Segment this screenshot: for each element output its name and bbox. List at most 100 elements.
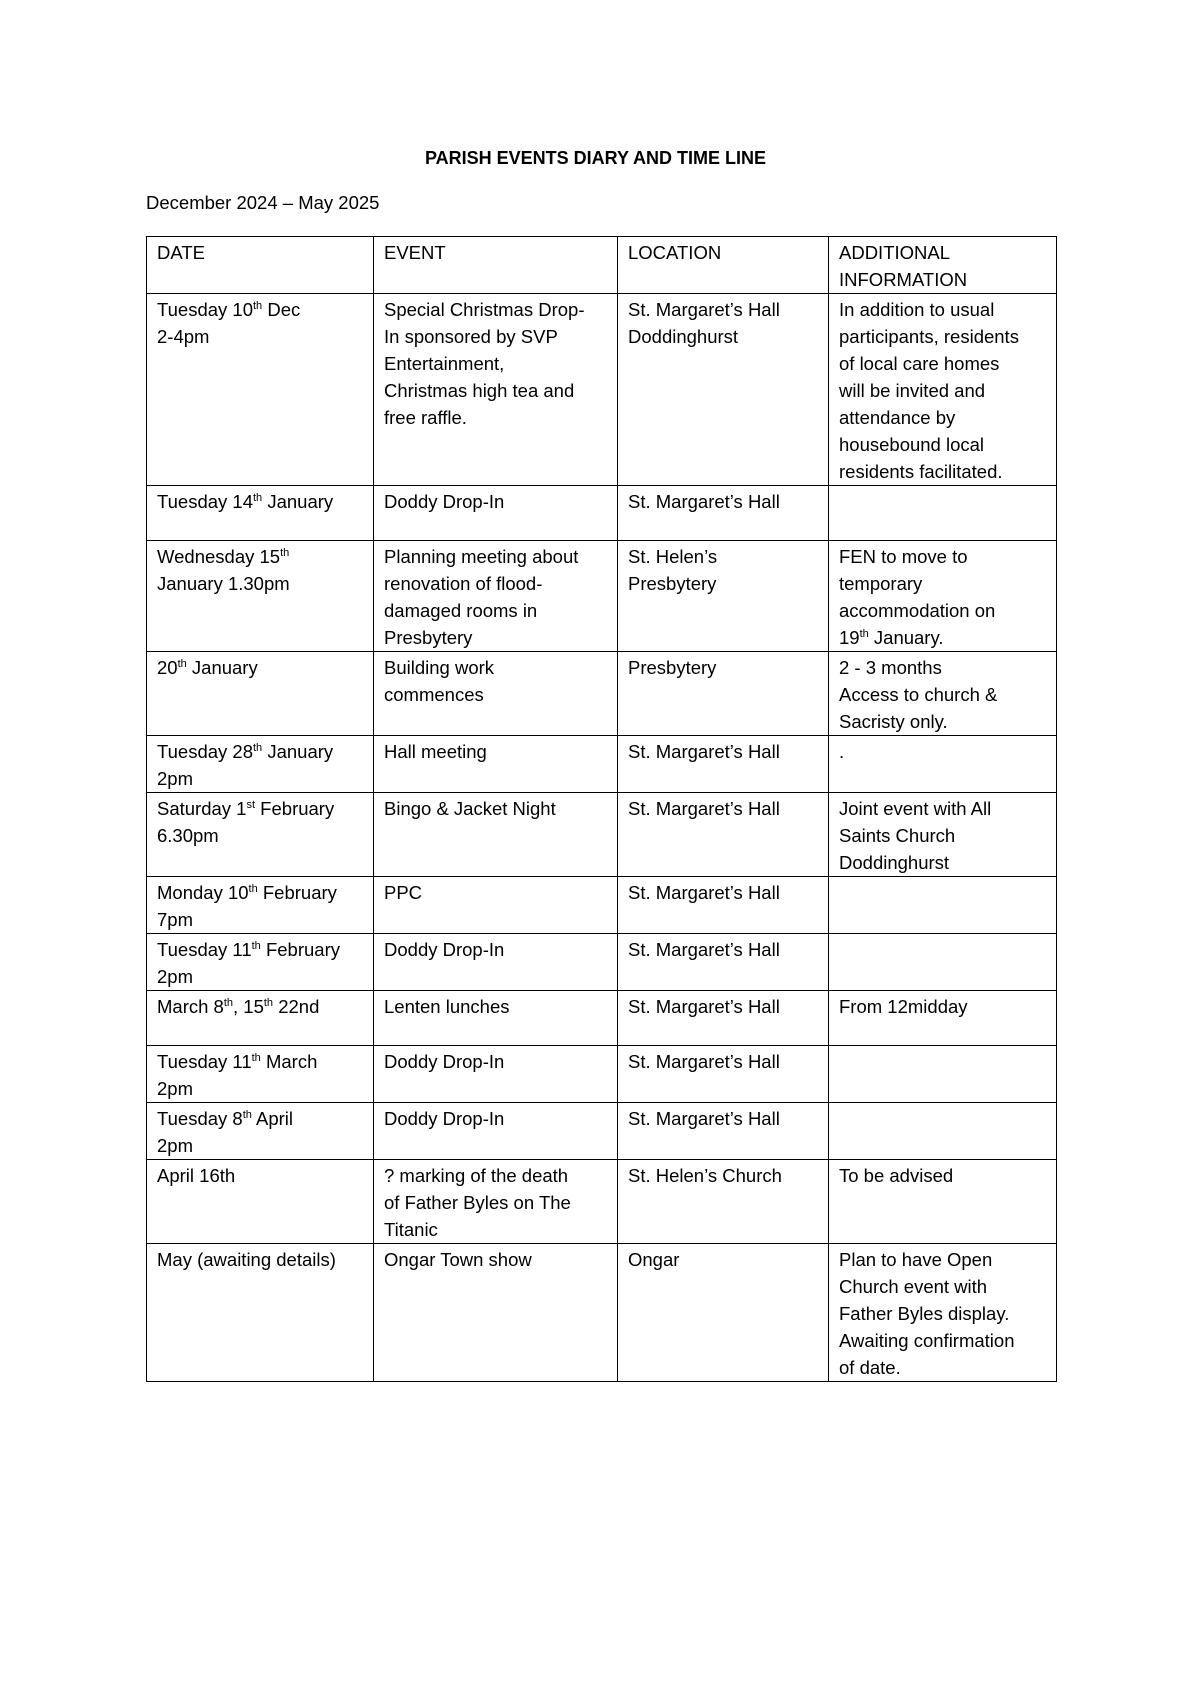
cell-line: 2pm bbox=[157, 963, 363, 990]
cell-event: Doddy Drop-In bbox=[373, 1045, 618, 1103]
ordinal-suffix: th bbox=[242, 1109, 252, 1121]
cell-line: INFORMATION bbox=[839, 266, 1046, 293]
cell-text: March 8 bbox=[157, 996, 224, 1017]
cell-line: commences bbox=[384, 681, 607, 708]
cell-additional-info: 2 - 3 months Access to church & Sacristy o… bbox=[828, 651, 1057, 736]
cell-date: March 8th, 15th 22nd bbox=[146, 990, 374, 1046]
cell-date: Tuesday 8th April 2pm bbox=[146, 1102, 374, 1160]
cell-date: Tuesday 28th January 2pm bbox=[146, 735, 374, 793]
cell-line: ADDITIONAL bbox=[839, 239, 1046, 266]
cell-line: St. Margaret’s Hall bbox=[628, 488, 818, 515]
cell-line: St. Helen’s bbox=[628, 543, 818, 570]
cell-line: 2 - 3 months bbox=[839, 654, 1046, 681]
cell-line: From 12midday bbox=[839, 993, 1046, 1020]
cell-text: Doddy Drop-In bbox=[384, 1051, 505, 1072]
cell-date: 20th January bbox=[146, 651, 374, 736]
cell-line: Access to church & bbox=[839, 681, 1046, 708]
cell-line: Joint event with All bbox=[839, 795, 1046, 822]
cell-text: commences bbox=[384, 684, 484, 705]
cell-text: Tuesday 14 bbox=[157, 491, 253, 512]
cell-line: St. Helen’s Church bbox=[628, 1162, 818, 1189]
cell-line: Presbytery bbox=[628, 570, 818, 597]
cell-location: St. Margaret’s Hall bbox=[617, 1045, 829, 1103]
cell-text: February bbox=[260, 939, 340, 960]
cell-date: Tuesday 14th January bbox=[146, 485, 374, 541]
cell-text: Church event with bbox=[839, 1276, 988, 1297]
header-event: EVENT bbox=[373, 236, 618, 294]
cell-text: May (awaiting details) bbox=[157, 1249, 336, 1270]
cell-text: Lenten lunches bbox=[384, 996, 510, 1017]
cell-text: attendance by bbox=[839, 407, 956, 428]
ordinal-suffix: th bbox=[859, 628, 869, 640]
table-row: Saturday 1st February 6.30pm Bingo & Jacke… bbox=[146, 792, 1057, 877]
cell-line: St. Margaret’s Hall bbox=[628, 296, 818, 323]
cell-additional-info bbox=[828, 876, 1057, 934]
cell-text: housebound local bbox=[839, 434, 985, 455]
cell-text: Awaiting confirmation bbox=[839, 1330, 1015, 1351]
cell-line: Monday 10th February bbox=[157, 879, 363, 906]
cell-text: 2pm bbox=[157, 1078, 193, 1099]
cell-text: of local care homes bbox=[839, 353, 1000, 374]
cell-line: Presbytery bbox=[628, 654, 818, 681]
cell-text: January. bbox=[868, 627, 944, 648]
table-row: Tuesday 28th January 2pm Hall meeting St. M… bbox=[146, 735, 1057, 793]
cell-line: EVENT bbox=[384, 239, 607, 266]
cell-line: Saints Church bbox=[839, 822, 1046, 849]
ordinal-suffix: th bbox=[253, 300, 263, 312]
cell-text: free raffle. bbox=[384, 407, 467, 428]
ordinal-suffix: th bbox=[251, 940, 261, 952]
table-row: Monday 10th February 7pm PPC St. Margaret’s… bbox=[146, 876, 1057, 934]
cell-text: Plan to have Open bbox=[839, 1249, 993, 1270]
cell-line: St. Margaret’s Hall bbox=[628, 936, 818, 963]
cell-additional-info: From 12midday bbox=[828, 990, 1057, 1046]
cell-line: LOCATION bbox=[628, 239, 818, 266]
cell-location: St. Margaret’s Hall bbox=[617, 735, 829, 793]
cell-line: Tuesday 28th January bbox=[157, 738, 363, 765]
cell-line: FEN to move to bbox=[839, 543, 1046, 570]
cell-line: St. Margaret’s Hall bbox=[628, 738, 818, 765]
cell-line: Awaiting confirmation bbox=[839, 1327, 1046, 1354]
ordinal-suffix: th bbox=[248, 883, 258, 895]
cell-line: of Father Byles on The bbox=[384, 1189, 607, 1216]
cell-line: Planning meeting about bbox=[384, 543, 607, 570]
cell-additional-info: Joint event with All Saints Church Dodding… bbox=[828, 792, 1057, 877]
cell-text: 2pm bbox=[157, 768, 193, 789]
cell-text: . bbox=[839, 741, 845, 762]
cell-text: February bbox=[255, 798, 335, 819]
cell-date: Tuesday 11th February 2pm bbox=[146, 933, 374, 991]
cell-line: Tuesday 14th January bbox=[157, 488, 363, 515]
header-row: DATE EVENT LOCATION ADDITIONAL INFORMATION bbox=[146, 236, 1057, 294]
cell-text: Tuesday 28 bbox=[157, 741, 253, 762]
cell-text: EVENT bbox=[384, 242, 446, 263]
cell-text: renovation of flood- bbox=[384, 573, 543, 594]
cell-text: April bbox=[251, 1108, 294, 1129]
cell-line: March 8th, 15th 22nd bbox=[157, 993, 363, 1020]
cell-event: Doddy Drop-In bbox=[373, 1102, 618, 1160]
cell-text: Building work bbox=[384, 657, 495, 678]
cell-text: Tuesday 11 bbox=[157, 1051, 252, 1072]
cell-text: 2-4pm bbox=[157, 326, 210, 347]
cell-line: of date. bbox=[839, 1354, 1046, 1381]
cell-additional-info: . bbox=[828, 735, 1057, 793]
ordinal-suffix: th bbox=[177, 658, 187, 670]
cell-location: St. Margaret’s Hall bbox=[617, 1102, 829, 1160]
cell-additional-info: To be advised bbox=[828, 1159, 1057, 1244]
cell-text: Saturday 1 bbox=[157, 798, 247, 819]
cell-line: Lenten lunches bbox=[384, 993, 607, 1020]
cell-line: 7pm bbox=[157, 906, 363, 933]
cell-additional-info bbox=[828, 1102, 1057, 1160]
cell-text: , 15 bbox=[233, 996, 264, 1017]
cell-date: Wednesday 15th January 1.30pm bbox=[146, 540, 374, 652]
cell-line: St. Margaret’s Hall bbox=[628, 795, 818, 822]
cell-line: Titanic bbox=[384, 1216, 607, 1243]
cell-event: Building work commences bbox=[373, 651, 618, 736]
cell-line: 2pm bbox=[157, 1132, 363, 1159]
cell-text: St. Margaret’s Hall bbox=[628, 1051, 780, 1072]
header-additional-info: ADDITIONAL INFORMATION bbox=[828, 236, 1057, 294]
cell-line: Plan to have Open bbox=[839, 1246, 1046, 1273]
table-row: Tuesday 11th February 2pm Doddy Drop-In St.… bbox=[146, 933, 1057, 991]
cell-text: Tuesday 11 bbox=[157, 939, 252, 960]
cell-line: of local care homes bbox=[839, 350, 1046, 377]
ordinal-suffix: th bbox=[223, 997, 234, 1009]
cell-line: Presbytery bbox=[384, 624, 607, 651]
